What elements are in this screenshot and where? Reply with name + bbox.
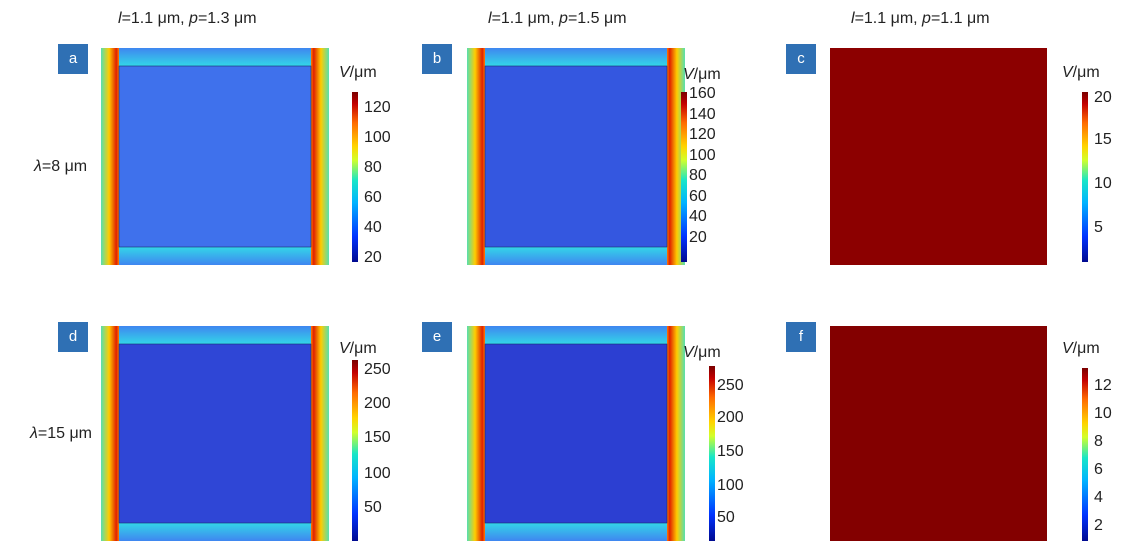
colorbar-f (1082, 368, 1088, 541)
field-map-f (830, 326, 1047, 541)
colorbar-tick-b: 60 (689, 187, 707, 205)
panel-letter-b: b (422, 44, 452, 74)
colorbar-tick-a: 120 (364, 99, 391, 116)
colorbar-tick-c: 5 (1094, 219, 1103, 236)
colorbar-title-a: V/μm (339, 64, 377, 81)
colorbar-tick-f: 8 (1094, 433, 1103, 450)
colorbar-tick-b: 160 (689, 85, 716, 102)
colorbar-tick-e: 150 (717, 443, 744, 460)
colorbar-b (681, 92, 687, 262)
panel-letter-f: f (786, 322, 816, 352)
colorbar-tick-b: 100 (689, 146, 716, 164)
colorbar-tick-a: 60 (364, 189, 382, 206)
panel-letter-d: d (58, 322, 88, 352)
colorbar-tick-f: 6 (1094, 461, 1103, 478)
colorbar-tick-b: 20 (689, 228, 707, 246)
field-map-c (830, 48, 1047, 265)
panel-letter-e: e (422, 322, 452, 352)
colorbar-tick-d: 250 (364, 361, 391, 378)
colorbar-tick-a: 20 (364, 249, 382, 266)
colorbar-tick-b: 120 (689, 126, 716, 143)
panel-letter-c: c (786, 44, 816, 74)
field-map-b (467, 48, 685, 265)
colorbar-title-e: V/μm (683, 344, 721, 361)
colorbar-tick-c: 20 (1094, 89, 1112, 106)
colorbar-d (352, 360, 358, 541)
colorbar-tick-e: 100 (717, 477, 744, 494)
colorbar-tick-f: 10 (1094, 405, 1112, 422)
field-map-d (101, 326, 329, 541)
column-title-2: l=1.1 μm, p=1.5 μm (488, 10, 627, 27)
colorbar-e (709, 366, 715, 541)
colorbar-title-b: V/μm (683, 66, 721, 83)
colorbar-tick-d: 50 (364, 499, 382, 516)
colorbar-tick-c: 10 (1094, 175, 1112, 192)
colorbar-tick-d: 100 (364, 465, 391, 482)
colorbar-tick-d: 150 (364, 429, 391, 446)
colorbar-tick-b: 80 (689, 167, 707, 184)
colorbar-title-c: V/μm (1062, 64, 1100, 81)
colorbar-tick-f: 2 (1094, 517, 1103, 534)
colorbar-tick-b: 140 (689, 105, 716, 123)
field-map-e (467, 326, 685, 541)
colorbar-tick-a: 100 (364, 129, 391, 146)
colorbar-tick-c: 15 (1094, 131, 1112, 148)
colorbar-tick-b: 40 (689, 208, 707, 225)
colorbar-a (352, 92, 358, 262)
column-title-1: l=1.1 μm, p=1.3 μm (118, 10, 257, 27)
panel-letter-a: a (58, 44, 88, 74)
colorbar-title-d: V/μm (339, 340, 377, 357)
colorbar-tick-f: 4 (1094, 489, 1103, 506)
colorbar-tick-d: 200 (364, 395, 391, 412)
row-label-1: λ=8 μm (34, 158, 88, 175)
colorbar-tick-e: 250 (717, 377, 744, 394)
row-label-2: λ=15 μm (30, 425, 93, 442)
colorbar-tick-a: 40 (364, 219, 382, 236)
column-title-3: l=1.1 μm, p=1.1 μm (851, 10, 990, 27)
colorbar-tick-e: 200 (717, 409, 744, 426)
colorbar-tick-a: 80 (364, 159, 382, 176)
colorbar-c (1082, 92, 1088, 262)
colorbar-title-f: V/μm (1062, 340, 1100, 357)
colorbar-tick-e: 50 (717, 509, 735, 526)
colorbar-tick-f: 12 (1094, 377, 1112, 394)
field-map-a (101, 48, 329, 265)
